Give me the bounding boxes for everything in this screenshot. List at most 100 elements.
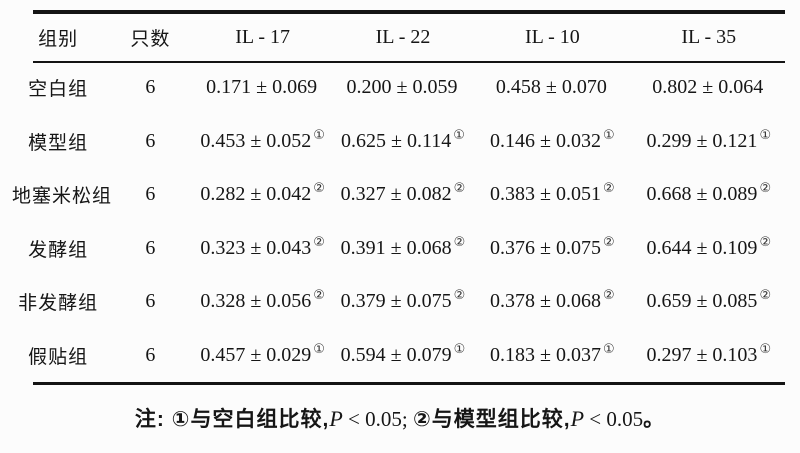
cell-group: 空白组 [28, 79, 89, 101]
value-text: 0.659 ± 0.085 [646, 290, 758, 313]
significance-mark: ② [603, 234, 615, 250]
table-row: 地塞米松组 6 0.282 ± 0.042 ② 0.327 ± 0.082 ② 0.… [12, 168, 790, 222]
cell-value: 0.383 ± 0.051 ② [477, 168, 627, 222]
cell-value: 0.323 ± 0.043 ② [196, 222, 328, 276]
significance-mark: ② [453, 181, 466, 197]
significance-mark: ① [453, 341, 466, 357]
significance-mark: ① [313, 341, 325, 357]
cell-value: 0.625 ± 0.114 ① [329, 115, 477, 169]
value-text: 0.183 ± 0.037 [490, 343, 602, 366]
table-footnote: 注: ①与空白组比较,P < 0.05; ②与模型组比较,P < 0.05。 [0, 403, 800, 433]
table-header-rule [33, 61, 785, 63]
cell-value: 0.594 ± 0.079 ① [329, 329, 477, 383]
value-text: 0.376 ± 0.075 [490, 236, 602, 259]
header-row: 组别 只数 IL - 17 IL - 22 IL - 10 IL - 35 [12, 14, 790, 61]
cell-value: 0.183 ± 0.037 ① [477, 329, 627, 383]
significance-mark: ② [313, 288, 325, 304]
cell-value: 0.297 ± 0.103 ① [628, 329, 790, 383]
cell-value: 0.146 ± 0.032 ① [477, 115, 627, 169]
table-row: 空白组 6 0.171 ± 0.069 0.200 ± 0.059 0.458 … [12, 61, 790, 115]
cell-value: 0.328 ± 0.056 ② [196, 275, 328, 329]
cell-value: 0.376 ± 0.075 ② [477, 222, 627, 276]
cell-value: 0.299 ± 0.121 ① [628, 115, 790, 169]
cell-value: 0.644 ± 0.109 ② [628, 222, 790, 276]
significance-mark: ② [313, 234, 325, 250]
significance-mark: ② [759, 234, 772, 250]
cell-value: 0.391 ± 0.068 ② [329, 222, 477, 276]
significance-mark: ② [603, 288, 615, 304]
cell-value: 0.171 ± 0.069 [196, 61, 328, 115]
value-text: 0.200 ± 0.059 [346, 76, 458, 99]
value-text: 0.644 ± 0.109 [646, 236, 758, 259]
value-text: 0.171 ± 0.069 [206, 76, 318, 99]
column-header-il17: IL - 17 [235, 26, 291, 48]
value-text: 0.625 ± 0.114 [341, 129, 452, 152]
cell-value: 0.457 ± 0.029 ① [196, 329, 328, 383]
cell-count: 6 [145, 76, 156, 99]
column-header-il22: IL - 22 [375, 26, 431, 48]
footnote-text: 注: ①与空白组比较, [134, 408, 330, 431]
value-text: 0.146 ± 0.032 [490, 129, 602, 152]
value-text: 0.328 ± 0.056 [200, 290, 312, 313]
cell-value: 0.453 ± 0.052 ① [196, 115, 328, 169]
significance-mark: ② [453, 288, 466, 304]
table-top-rule [33, 10, 785, 14]
cell-value: 0.458 ± 0.070 [477, 61, 627, 115]
value-text: 0.391 ± 0.068 [340, 236, 452, 259]
significance-mark: ② [313, 181, 325, 197]
table-bottom-rule [33, 382, 785, 385]
significance-mark: ① [603, 127, 615, 143]
cell-value: 0.378 ± 0.068 ② [477, 275, 627, 329]
table-row: 假贴组 6 0.457 ± 0.029 ① 0.594 ± 0.079 ① 0.18… [12, 329, 790, 383]
column-header-il10: IL - 10 [524, 26, 580, 48]
value-text: 0.299 ± 0.121 [646, 129, 758, 152]
cell-count: 6 [145, 183, 156, 206]
cell-value: 0.659 ± 0.085 ② [628, 275, 790, 329]
significance-mark: ① [759, 127, 772, 143]
cell-group: 模型组 [28, 132, 89, 154]
value-text: 0.668 ± 0.089 [646, 183, 758, 206]
value-text: 0.282 ± 0.042 [200, 183, 312, 206]
table-row: 模型组 6 0.453 ± 0.052 ① 0.625 ± 0.114 ① 0.14… [12, 115, 790, 169]
cell-count: 6 [145, 290, 156, 313]
footnote-p-symbol: P [570, 406, 585, 431]
significance-mark: ① [453, 127, 465, 143]
cell-value: 0.379 ± 0.075 ② [329, 275, 477, 329]
value-text: 0.327 ± 0.082 [340, 183, 452, 206]
column-header-count: 只数 [130, 29, 171, 50]
value-text: 0.594 ± 0.079 [340, 343, 452, 366]
cell-value: 0.802 ± 0.064 [628, 61, 790, 115]
cell-group: 假贴组 [28, 346, 89, 368]
value-text: 0.458 ± 0.070 [495, 76, 607, 99]
table-row: 非发酵组 6 0.328 ± 0.056 ② 0.379 ± 0.075 ② 0.3… [12, 275, 790, 329]
significance-mark: ② [759, 288, 772, 304]
cell-count: 6 [145, 129, 156, 152]
value-text: 0.379 ± 0.075 [340, 290, 452, 313]
column-header-il35: IL - 35 [681, 26, 737, 48]
column-header-group: 组别 [38, 29, 79, 50]
significance-mark: ① [603, 341, 615, 357]
value-text: 0.378 ± 0.068 [490, 290, 602, 313]
footnote-text: ②与模型组比较, [412, 408, 571, 431]
significance-mark: ② [603, 181, 615, 197]
value-text: 0.383 ± 0.051 [490, 183, 602, 206]
cell-value: 0.282 ± 0.042 ② [196, 168, 328, 222]
cell-group: 发酵组 [28, 239, 89, 261]
footnote-pvalue: < 0.05 [584, 407, 644, 431]
cell-count: 6 [145, 236, 156, 259]
data-table: 组别 只数 IL - 17 IL - 22 IL - 10 IL - 35 空白… [12, 14, 790, 382]
table-row: 发酵组 6 0.323 ± 0.043 ② 0.391 ± 0.068 ② 0.37… [12, 222, 790, 276]
cell-count: 6 [145, 343, 156, 366]
cell-value: 0.668 ± 0.089 ② [628, 168, 790, 222]
cell-group: 地塞米松组 [12, 186, 113, 208]
cell-value: 0.327 ± 0.082 ② [329, 168, 477, 222]
significance-mark: ② [759, 181, 772, 197]
value-text: 0.457 ± 0.029 [200, 343, 312, 366]
value-text: 0.297 ± 0.103 [646, 343, 758, 366]
significance-mark: ① [313, 127, 325, 143]
cell-value: 0.200 ± 0.059 [329, 61, 477, 115]
footnote-pvalue: < 0.05; [342, 407, 413, 431]
footnote-period: 。 [643, 408, 666, 431]
value-text: 0.453 ± 0.052 [200, 129, 312, 152]
cell-group: 非发酵组 [18, 293, 99, 315]
